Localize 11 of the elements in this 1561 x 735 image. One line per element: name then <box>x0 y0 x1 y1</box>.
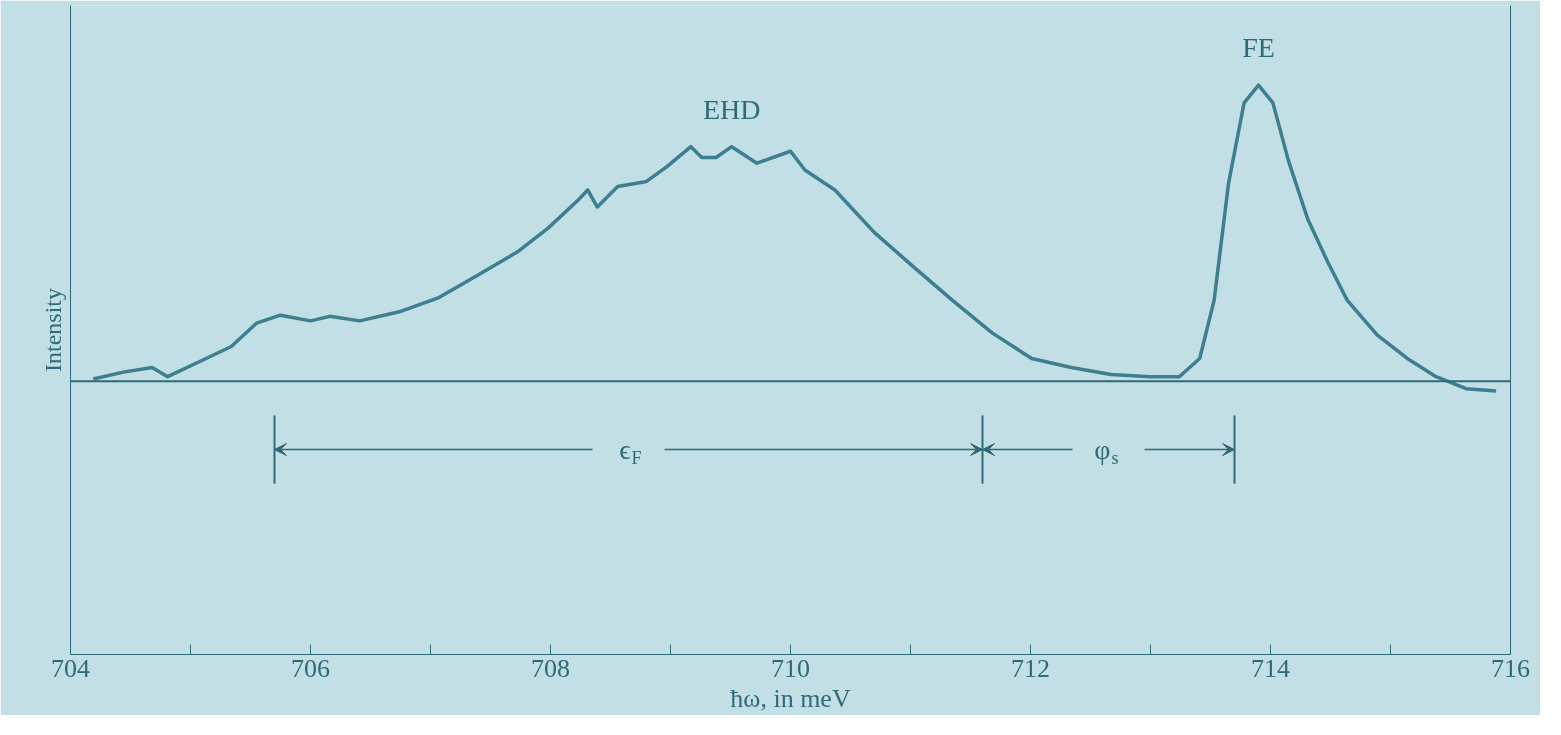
x-tick-label: 712 <box>1011 653 1050 683</box>
y-axis-title: Intensity <box>39 287 66 372</box>
x-tick-label: 706 <box>291 653 330 683</box>
annotation: FE <box>1242 32 1275 64</box>
x-tick-label: 704 <box>51 653 90 683</box>
x-tick-label: 716 <box>1491 653 1530 683</box>
x-tick-label: 708 <box>531 653 570 683</box>
x-axis-title: ħω, in meV <box>730 683 851 713</box>
x-tick-label: 714 <box>1251 653 1290 683</box>
x-tick-label: 710 <box>771 653 810 683</box>
annotation: EHD <box>702 93 761 125</box>
